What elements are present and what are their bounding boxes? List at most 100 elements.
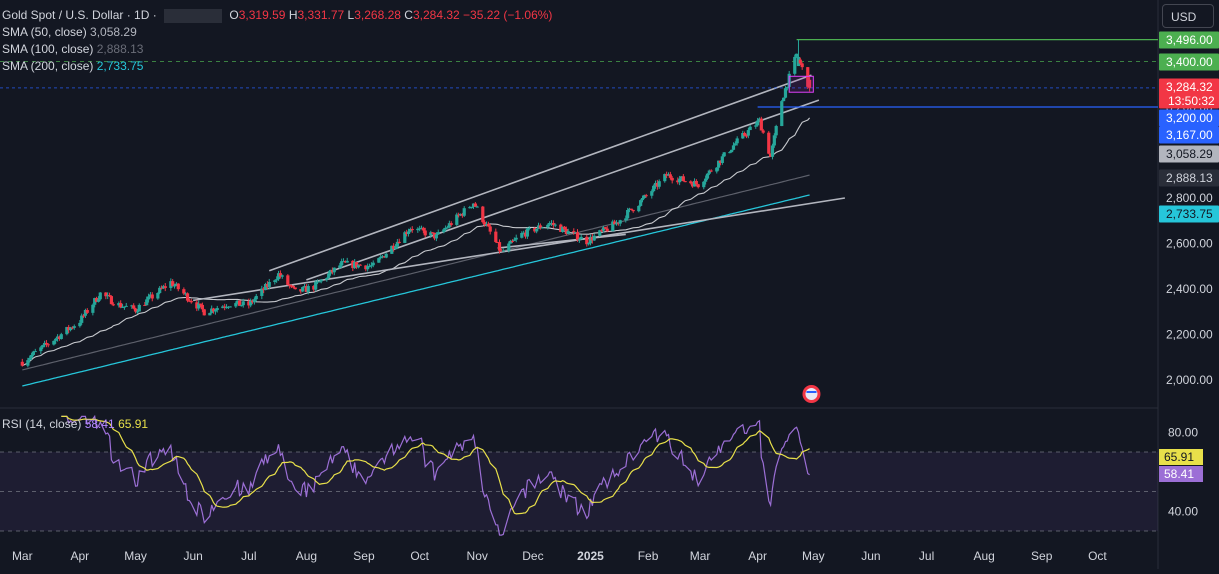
candle-body	[431, 232, 435, 234]
price-tag-bg	[1159, 205, 1219, 223]
candle-body	[757, 118, 762, 121]
candle-body	[436, 232, 440, 235]
candle-body	[470, 206, 474, 208]
candle-body	[67, 327, 71, 331]
candle-body	[65, 327, 69, 335]
candle-body	[94, 298, 99, 302]
rsi-value: 58.41	[84, 417, 115, 431]
candle-body	[694, 180, 698, 185]
candle-body	[143, 304, 147, 306]
candle-body	[135, 311, 140, 313]
candle-body	[460, 213, 464, 216]
candle-body	[278, 273, 282, 277]
time-axis-label: Jul	[919, 549, 934, 563]
candle-body	[172, 285, 177, 287]
sma50-legend[interactable]: SMA (50, close) 3,058.29	[2, 24, 137, 41]
candle-body	[119, 303, 123, 308]
candle-body	[96, 299, 101, 302]
candle-body	[78, 322, 82, 327]
consolidation-box	[788, 75, 814, 93]
time-axis-label: Jul	[241, 549, 256, 563]
candle-body	[319, 279, 323, 282]
candle-body	[306, 286, 310, 292]
candle-body	[150, 294, 154, 299]
candle-body	[600, 230, 604, 232]
candle-body	[145, 299, 149, 306]
candle-body	[104, 292, 108, 297]
candle-body	[501, 250, 505, 252]
candle-body	[442, 229, 446, 233]
candle-body	[613, 221, 617, 225]
candle-body	[657, 181, 661, 187]
candle-body	[793, 56, 797, 74]
candle-body	[494, 231, 498, 242]
price-tag-label: 3,400.00	[1166, 55, 1213, 69]
candle-body	[614, 222, 619, 225]
candle-body	[423, 230, 427, 236]
time-axis-label: Aug	[296, 549, 317, 563]
sma50-value: 3,058.29	[90, 25, 137, 39]
price-tag-bg	[1159, 53, 1219, 71]
candle-body	[566, 231, 570, 234]
candle-body	[720, 156, 724, 163]
candle-body	[553, 224, 557, 226]
candle-body	[70, 327, 75, 329]
candle-body	[406, 231, 411, 234]
currency-button[interactable]: USD	[1162, 4, 1214, 28]
candle-body	[382, 256, 386, 258]
price-tag-label: 2,733.75	[1166, 207, 1213, 221]
candle-body	[718, 160, 723, 163]
candle-body	[653, 182, 658, 186]
candle-body	[208, 312, 212, 316]
candle-body	[540, 227, 544, 229]
candle-body	[462, 208, 466, 216]
time-axis-label: May	[802, 549, 825, 563]
candle-body	[187, 300, 192, 302]
candle-body	[588, 236, 593, 244]
price-axis-label: 2,800.00	[1166, 191, 1213, 205]
candle-body	[286, 275, 290, 285]
sma100-label: SMA (100, close)	[2, 42, 94, 56]
candle-body	[590, 236, 594, 241]
price-tag-label: 3,284.32	[1166, 80, 1213, 94]
sma100-legend[interactable]: SMA (100, close) 2,888.13	[2, 41, 143, 58]
candle-body	[405, 232, 409, 234]
candle-body	[265, 283, 269, 287]
candle-body	[252, 299, 256, 303]
time-axis-label: Apr	[71, 549, 90, 563]
candle-body	[54, 338, 58, 341]
candle-body	[733, 143, 737, 146]
candle-body	[691, 183, 695, 187]
candle-body	[585, 236, 589, 245]
time-axis-label: Aug	[973, 549, 994, 563]
candle-body	[429, 232, 433, 236]
price-tag-label: 2,888.13	[1166, 171, 1213, 185]
sma200-value: 2,733.75	[96, 59, 144, 73]
sma200-legend[interactable]: SMA (200, close) 2,733.75	[2, 58, 143, 75]
rsi-legend[interactable]: RSI (14, close) 58.41 65.91	[2, 416, 148, 433]
candle-body	[652, 185, 656, 192]
candle-body	[301, 287, 305, 292]
candle-body	[163, 286, 167, 288]
candle-body	[676, 180, 680, 183]
candle-body	[403, 232, 407, 243]
price-tag-bg	[1159, 109, 1219, 127]
candle-body	[715, 167, 719, 172]
candle-body	[72, 326, 76, 328]
sma100-line	[22, 174, 810, 371]
candle-body	[668, 174, 672, 178]
candle-body	[338, 265, 342, 268]
candle-body	[343, 260, 347, 263]
candle-body	[717, 160, 721, 168]
candle-body	[774, 126, 778, 136]
candle-body	[221, 306, 225, 309]
price-axis-label: 2,000.00	[1166, 373, 1213, 387]
candle-body	[481, 206, 485, 223]
candle-body	[83, 310, 88, 316]
candle-body	[171, 281, 175, 287]
candle-body	[772, 135, 776, 146]
rsi-ma-value: 65.91	[118, 417, 149, 431]
symbol-redacted	[164, 8, 223, 23]
